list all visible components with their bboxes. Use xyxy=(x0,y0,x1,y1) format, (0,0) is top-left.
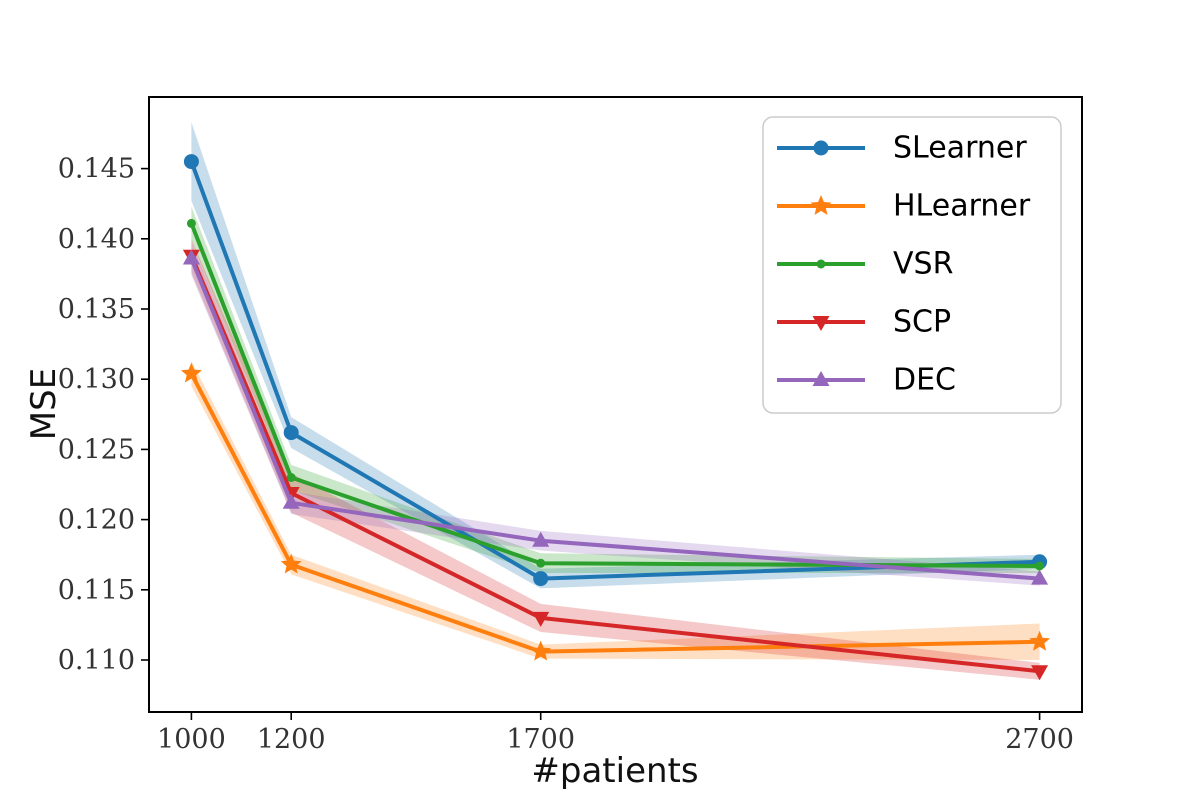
legend: SLearner HLearner VSR SCP DEC xyxy=(762,116,1062,414)
y-axis-label: MSE xyxy=(24,368,64,440)
x-axis-label: #patients xyxy=(531,751,698,791)
legend-marker-hlearner xyxy=(810,195,832,215)
confidence-bands xyxy=(191,122,1040,680)
legend-box xyxy=(762,116,1062,414)
marker-scp-2700 xyxy=(1031,665,1049,681)
marker-hlearner-1200 xyxy=(280,553,302,574)
marker-dec-1700 xyxy=(532,531,550,547)
marker-vsr-1700 xyxy=(536,558,546,568)
legend-marker-vsr xyxy=(816,259,826,269)
marker-slearner-1200 xyxy=(283,425,299,441)
y-tick-label: 0.120 xyxy=(58,505,135,536)
y-tick-label: 0.115 xyxy=(58,575,135,606)
legend-label-scp: SCP xyxy=(893,305,951,340)
y-tick-label: 0.145 xyxy=(58,154,135,185)
band-hlearner xyxy=(191,361,1040,660)
line-scp xyxy=(189,254,1040,674)
tick-labels: 1000 1200 1700 2700 0.110 0.115 0.120 0.125 0.13… xyxy=(58,154,1074,755)
x-tick-label: 1700 xyxy=(506,724,575,755)
y-tick-label: 0.110 xyxy=(58,645,135,676)
plot-border xyxy=(148,96,1083,713)
series-lines xyxy=(180,154,1051,681)
legend-label-dec: DEC xyxy=(893,363,956,398)
line-slearner xyxy=(189,160,1040,581)
x-tick-label: 1000 xyxy=(157,724,226,755)
legend-label-vsr: VSR xyxy=(893,247,953,282)
legend-symbols xyxy=(777,140,865,386)
marker-slearner-1000 xyxy=(183,154,199,170)
marker-hlearner-1000 xyxy=(180,362,202,383)
y-tick-label: 0.130 xyxy=(58,364,135,395)
legend-marker-dec xyxy=(812,371,830,386)
marker-slearner-1700 xyxy=(533,571,549,587)
y-tick-label: 0.135 xyxy=(58,294,135,325)
legend-label-slearner: SLearner xyxy=(893,131,1027,166)
marker-hlearner-1700 xyxy=(530,640,552,661)
legend-label-hlearner: HLearner xyxy=(893,189,1031,224)
x-tick-label: 2700 xyxy=(1005,724,1074,755)
marker-vsr-1000 xyxy=(186,218,196,228)
marker-vsr-1200 xyxy=(286,473,296,482)
legend-marker-scp xyxy=(812,316,830,331)
marker-dec-1200 xyxy=(282,493,300,509)
line-dec xyxy=(189,257,1040,581)
marker-dec-2700 xyxy=(1031,569,1049,585)
marker-vsr-2700 xyxy=(1035,561,1045,571)
x-tick-label: 1200 xyxy=(257,724,326,755)
y-tick-label: 0.125 xyxy=(58,434,135,465)
line-hlearner xyxy=(189,372,1040,654)
marker-hlearner-2700 xyxy=(1029,630,1051,651)
marker-dec-1000 xyxy=(182,249,200,265)
y-tick-label: 0.140 xyxy=(58,224,135,255)
marker-scp-1700 xyxy=(532,611,550,627)
legend-marker-slearner xyxy=(813,140,829,156)
axes xyxy=(141,96,1083,720)
